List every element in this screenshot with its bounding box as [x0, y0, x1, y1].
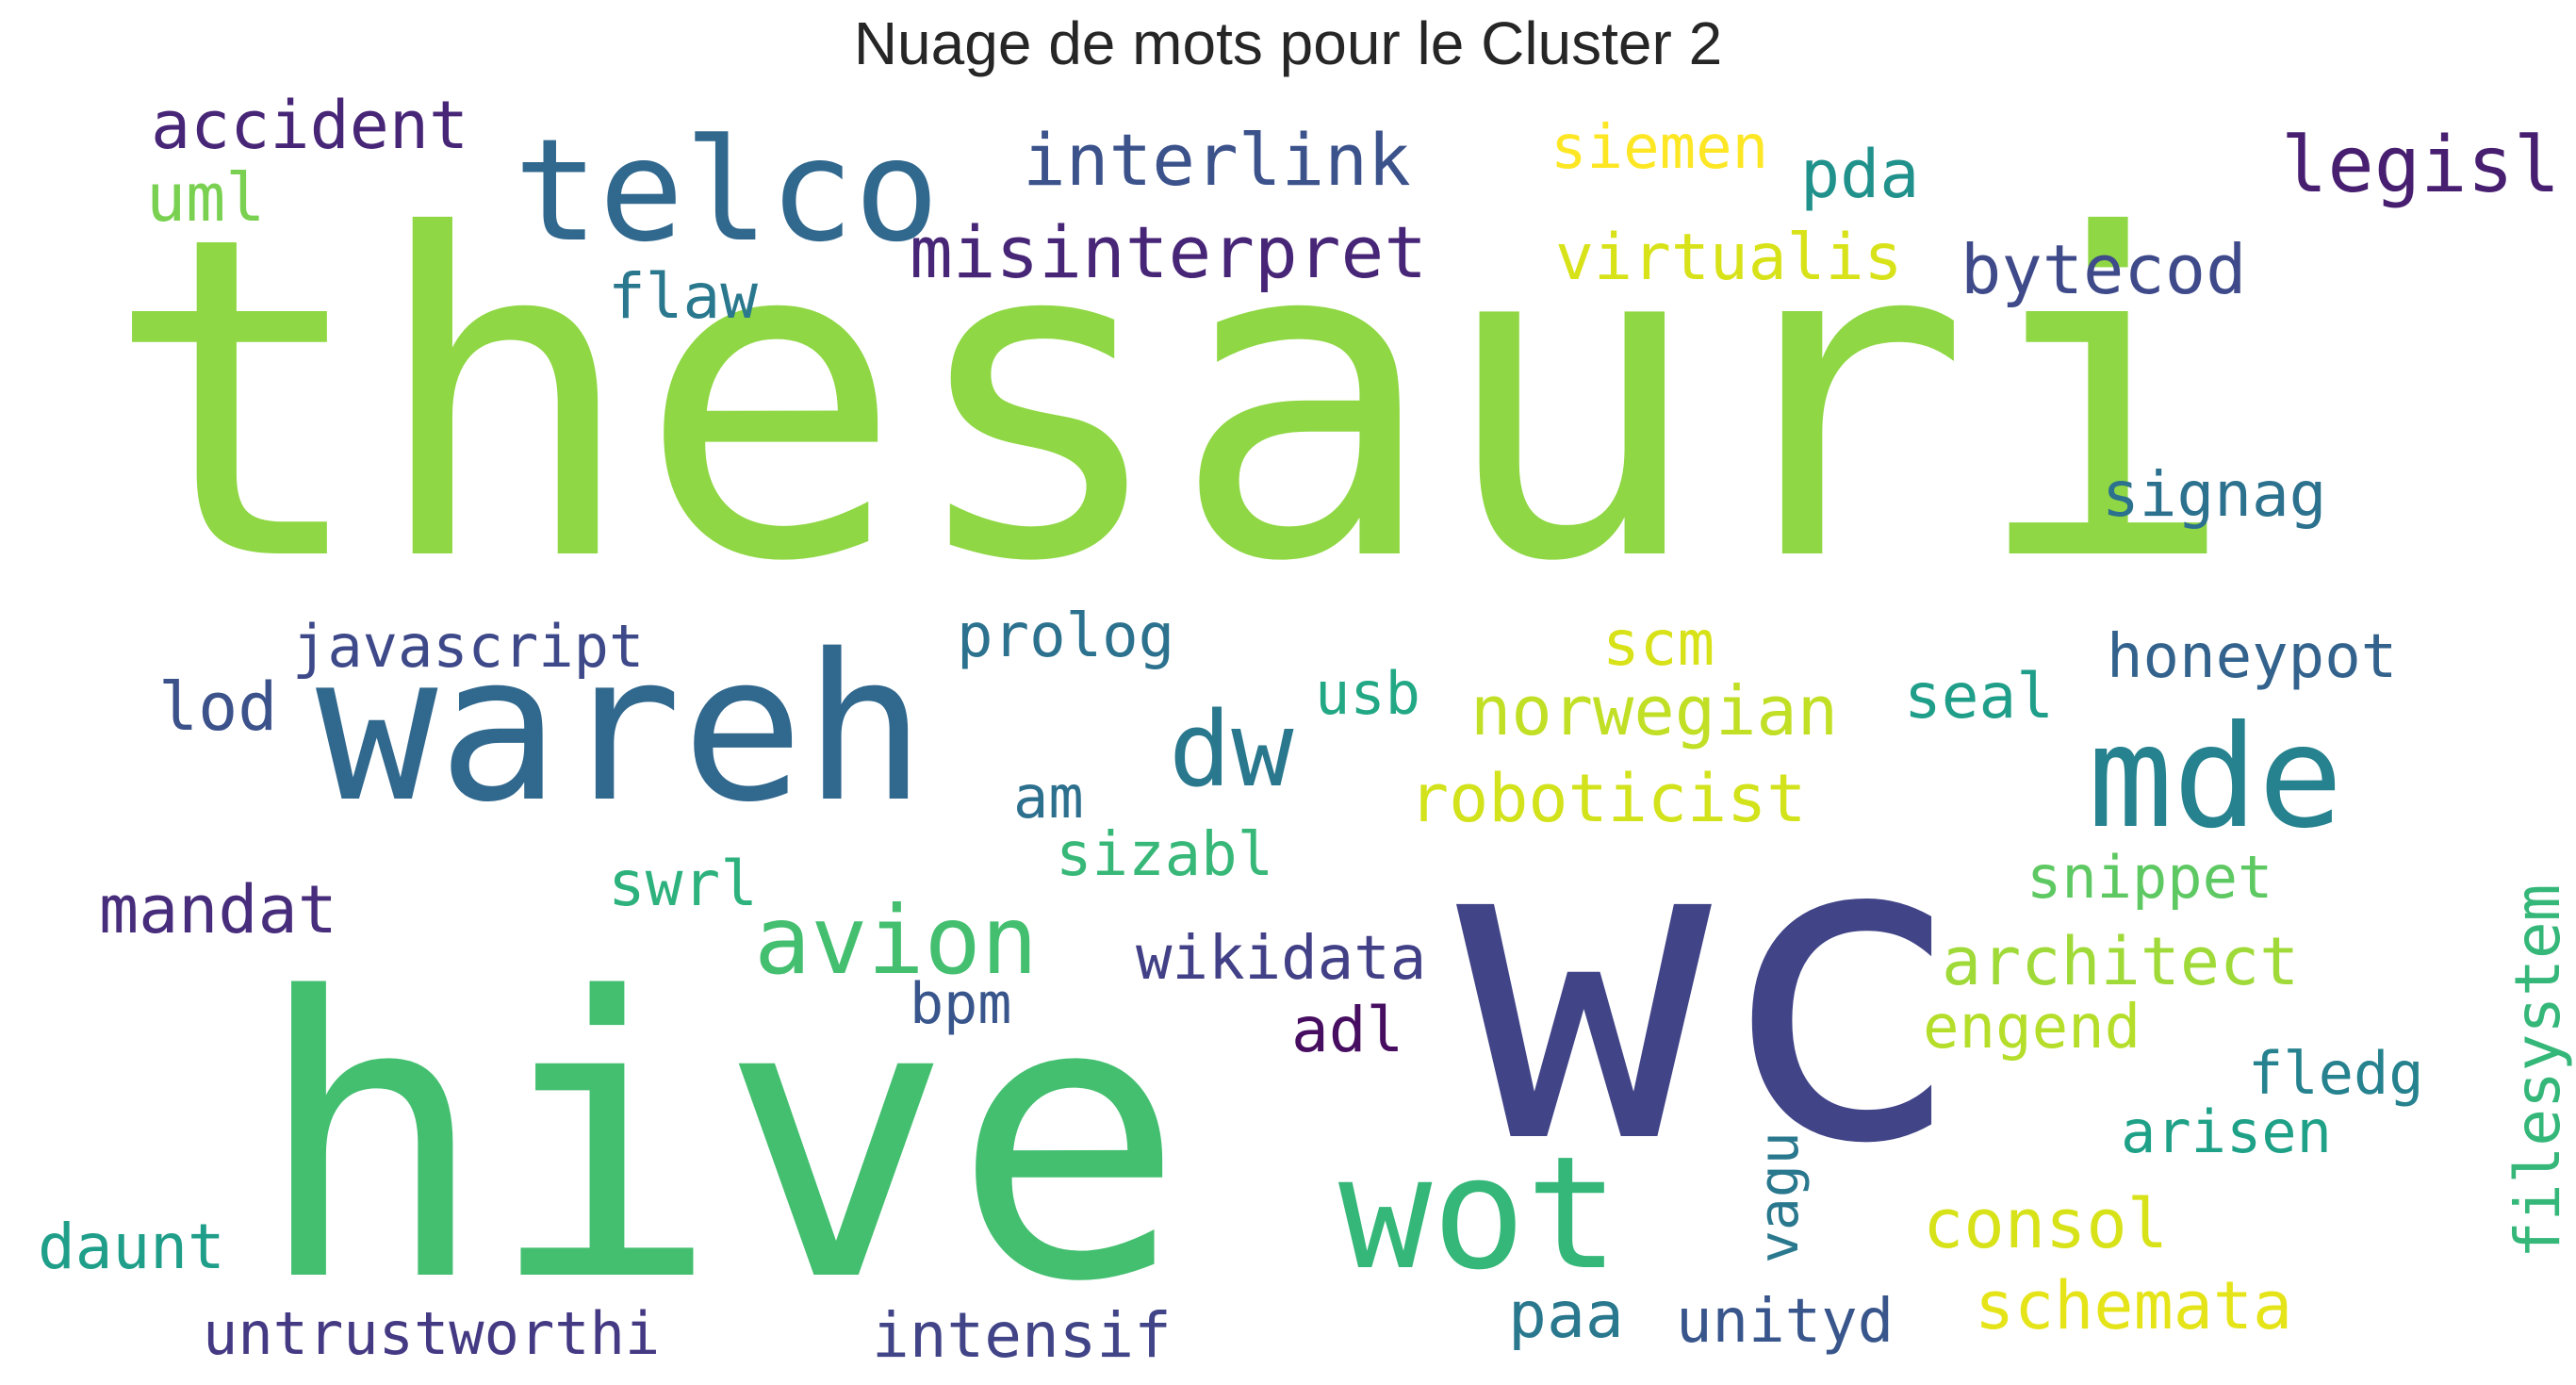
word-snippet: snippet: [2026, 843, 2273, 912]
word-scm: scm: [1602, 607, 1715, 680]
word-virtualis: virtualis: [1555, 221, 1903, 295]
word-accident: accident: [151, 87, 469, 164]
word-schemata: schemata: [1975, 1267, 2293, 1344]
word-hive: hive: [254, 915, 1186, 1366]
word-wot: wot: [1338, 1123, 1620, 1304]
word-flaw: flaw: [608, 260, 758, 333]
word-thesauri: thesauri: [104, 142, 2238, 658]
word-unityd: unityd: [1676, 1287, 1895, 1357]
word-dw: dw: [1169, 689, 1294, 810]
word-telco: telco: [514, 109, 940, 273]
word-prolog: prolog: [957, 602, 1175, 671]
word-roboticist: roboticist: [1409, 760, 1807, 837]
word-interlink: interlink: [1023, 118, 1411, 202]
word-paa: paa: [1508, 1278, 1624, 1353]
word-consol: consol: [1923, 1184, 2169, 1263]
word-adl: adl: [1291, 994, 1404, 1066]
word-wc: wc: [1456, 743, 1967, 1237]
word-mandat: mandat: [99, 871, 337, 948]
word-fledg: fledg: [2248, 1039, 2424, 1108]
word-honeypot: honeypot: [2107, 622, 2398, 692]
word-sizabl: sizabl: [1056, 820, 1274, 890]
word-engend: engend: [1923, 993, 2141, 1063]
word-misinterpret: misinterpret: [910, 210, 1428, 294]
word-seal: seal: [1904, 660, 2054, 733]
word-filesystem: filesystem: [2502, 883, 2574, 1259]
word-usb: usb: [1315, 659, 1420, 728]
word-bpm: bpm: [910, 971, 1012, 1037]
word-vagu: vagu: [1747, 1131, 1811, 1263]
word-bytecod: bytecod: [1961, 230, 2247, 309]
word-untrustworthi: untrustworthi: [203, 1299, 661, 1368]
word-wareh: wareh: [316, 610, 927, 847]
word-mde: mde: [2088, 696, 2343, 860]
word-pda: pda: [1800, 136, 1920, 213]
word-daunt: daunt: [38, 1211, 225, 1283]
word-intensif: intensif: [872, 1299, 1172, 1372]
word-wikidata: wikidata: [1136, 924, 1427, 994]
word-javascript: javascript: [292, 612, 645, 681]
word-avion: avion: [754, 885, 1039, 996]
word-siemen: siemen: [1551, 113, 1769, 183]
word-architect: architect: [1942, 923, 2300, 1000]
word-signag: signag: [2102, 458, 2327, 531]
word-swrl: swrl: [608, 848, 758, 920]
word-legisl: legisl: [2281, 121, 2561, 210]
cloud-title: Nuage de mots pour le Cluster 2: [853, 9, 1723, 77]
word-lod: lod: [158, 668, 278, 746]
word-uml: uml: [146, 159, 266, 237]
word-am: am: [1013, 763, 1084, 832]
word-norwegian: norwegian: [1470, 671, 1839, 750]
word-arisen: arisen: [2121, 1097, 2332, 1166]
